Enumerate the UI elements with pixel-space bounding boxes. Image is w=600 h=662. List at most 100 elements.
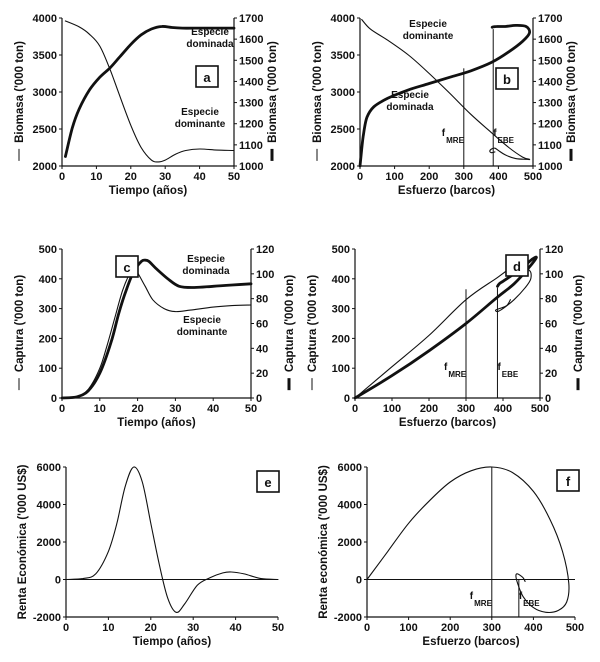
y-tick-label-left: 2000	[338, 537, 362, 549]
series-line-especie-dominada	[64, 25, 236, 158]
series-line-especie-dominada	[358, 23, 532, 168]
vline-label-f: f	[497, 362, 501, 373]
vline-label-sub: EBE	[498, 136, 515, 145]
series-annotation: Especie	[181, 107, 219, 118]
x-tick-label: 40	[193, 171, 205, 183]
y-tick-label-right: 1200	[239, 119, 263, 131]
y-axis-title-right: Biomasa ('000 ton)	[267, 41, 279, 143]
y-tick-label-right: 1600	[239, 34, 263, 46]
y-tick-label-right: 80	[545, 294, 557, 306]
series-annotation: dominante	[175, 119, 226, 130]
y-tick-label-left: 4000	[331, 13, 355, 25]
vline-label-f: f	[493, 128, 497, 139]
series-annotation: dominante	[177, 327, 228, 338]
y-tick-label-right: 120	[545, 244, 563, 256]
panel-f: 0 100 200 300 400 500-20000200040006000Esfuer…	[318, 462, 584, 648]
y-tick-label-left: 100	[332, 363, 350, 375]
x-tick-label: 0	[357, 171, 363, 183]
y-tick-label-right: 0	[256, 393, 262, 405]
y-tick-label-right: 1600	[538, 34, 562, 46]
series-annotation: Especie	[191, 27, 229, 38]
y-tick-label-left: 3000	[331, 87, 355, 99]
series-line-especie-dominada	[353, 255, 538, 400]
vline-label-ebe: fEBE	[519, 591, 540, 608]
panel-badge-label: f	[566, 474, 571, 489]
vline-label-f: f	[519, 591, 523, 602]
y-tick-label-right: 1500	[239, 55, 263, 67]
panel-badge-label: d	[513, 259, 521, 274]
series-annotation: dominada	[186, 39, 234, 50]
y-tick-label-left: 0	[51, 393, 57, 405]
x-axis-title: Esfuerzo (barcos)	[399, 417, 496, 429]
x-tick-label: 200	[420, 403, 438, 415]
x-tick-label: 40	[229, 622, 241, 634]
y-tick-label-left: 0	[344, 393, 350, 405]
vline-label-f: f	[442, 128, 446, 139]
x-tick-label: 20	[145, 622, 157, 634]
y-tick-label-left: 4000	[37, 500, 61, 512]
x-tick-label: 30	[159, 171, 171, 183]
y-tick-label-right: 80	[256, 294, 268, 306]
series-annotation: dominada	[386, 102, 434, 113]
y-tick-label-left: 2500	[33, 124, 57, 136]
x-tick-label: 300	[455, 171, 473, 183]
y-tick-label-left: 300	[332, 304, 350, 316]
y-tick-label-right: 60	[545, 319, 557, 331]
x-tick-label: 30	[187, 622, 199, 634]
panel-badge-box	[256, 470, 280, 493]
vline-label-sub: MRE	[448, 370, 466, 379]
y-axis-title-left: Renta Económica ('000 US$)	[17, 464, 29, 619]
vline-label-ebe: fEBE	[497, 362, 518, 379]
y-tick-label-left: 4000	[33, 13, 57, 25]
vline-label-sub: EBE	[502, 370, 519, 379]
y-tick-label-left: 2000	[33, 161, 57, 173]
y-axis-title-left: Biomasa ('000 ton)	[312, 41, 324, 143]
y-axis-title-right: Biomasa ('000 ton)	[566, 41, 578, 143]
x-tick-label: 300	[457, 403, 475, 415]
series-annotation: Especie	[409, 19, 447, 30]
y-tick-label-left: 6000	[37, 462, 61, 474]
panel-badge-label: b	[503, 72, 511, 87]
x-tick-label: 10	[94, 403, 106, 415]
panel-b: 0 100 200 300 400 500 2000 2500 3000 3500 4000 1000…	[312, 13, 578, 197]
y-tick-label-left: -2000	[33, 612, 61, 624]
panel-badge-box	[505, 254, 529, 277]
panel-d: 0 100 200 300 400 500010020030040050002040608…	[307, 244, 585, 429]
x-tick-label: 20	[125, 171, 137, 183]
y-tick-label-left: 300	[39, 304, 57, 316]
y-axis-title-left: Biomasa ('000 ton)	[14, 41, 26, 143]
y-tick-label-right: 120	[256, 244, 274, 256]
y-tick-label-right: 1100	[239, 140, 263, 152]
y-axis-title-right: Captura ('000 ton)	[284, 275, 296, 372]
x-tick-label: 50	[272, 622, 284, 634]
y-tick-label-right: 20	[256, 368, 268, 380]
y-tick-label-right: 100	[256, 269, 274, 281]
y-tick-label-right: 1700	[239, 13, 263, 25]
x-axis-title: Tiempo (años)	[117, 417, 196, 429]
vline-label-mre: fMRE	[442, 128, 465, 145]
y-tick-label-left: 500	[39, 244, 57, 256]
y-tick-label-left: 3000	[33, 87, 57, 99]
y-tick-label-left: 4000	[338, 500, 362, 512]
vline-label-mre: fMRE	[470, 591, 493, 608]
y-tick-label-left: 200	[332, 333, 350, 345]
y-tick-label-left: 6000	[338, 462, 362, 474]
vline-label-mre: fMRE	[444, 362, 467, 379]
panel-badge-box	[556, 469, 580, 492]
x-tick-label: 30	[169, 403, 181, 415]
x-tick-label: 10	[90, 171, 102, 183]
panel-badge-label: e	[264, 475, 271, 490]
y-tick-label-right: 1300	[538, 98, 562, 110]
y-tick-label-right: 1300	[239, 98, 263, 110]
y-tick-label-right: 0	[545, 393, 551, 405]
x-tick-label: 200	[420, 171, 438, 183]
x-tick-label: 50	[228, 171, 240, 183]
y-tick-label-left: 2500	[331, 124, 355, 136]
x-tick-label: 0	[352, 403, 358, 415]
x-tick-label: 0	[63, 622, 69, 634]
y-tick-label-right: 100	[545, 269, 563, 281]
series-line-renta-económica	[366, 466, 570, 614]
panel-a: 0 10 20 30 40 50 2000 2500 3000 3500 4000 1000 1100 1…	[14, 13, 279, 197]
y-tick-label-right: 1400	[538, 76, 562, 88]
